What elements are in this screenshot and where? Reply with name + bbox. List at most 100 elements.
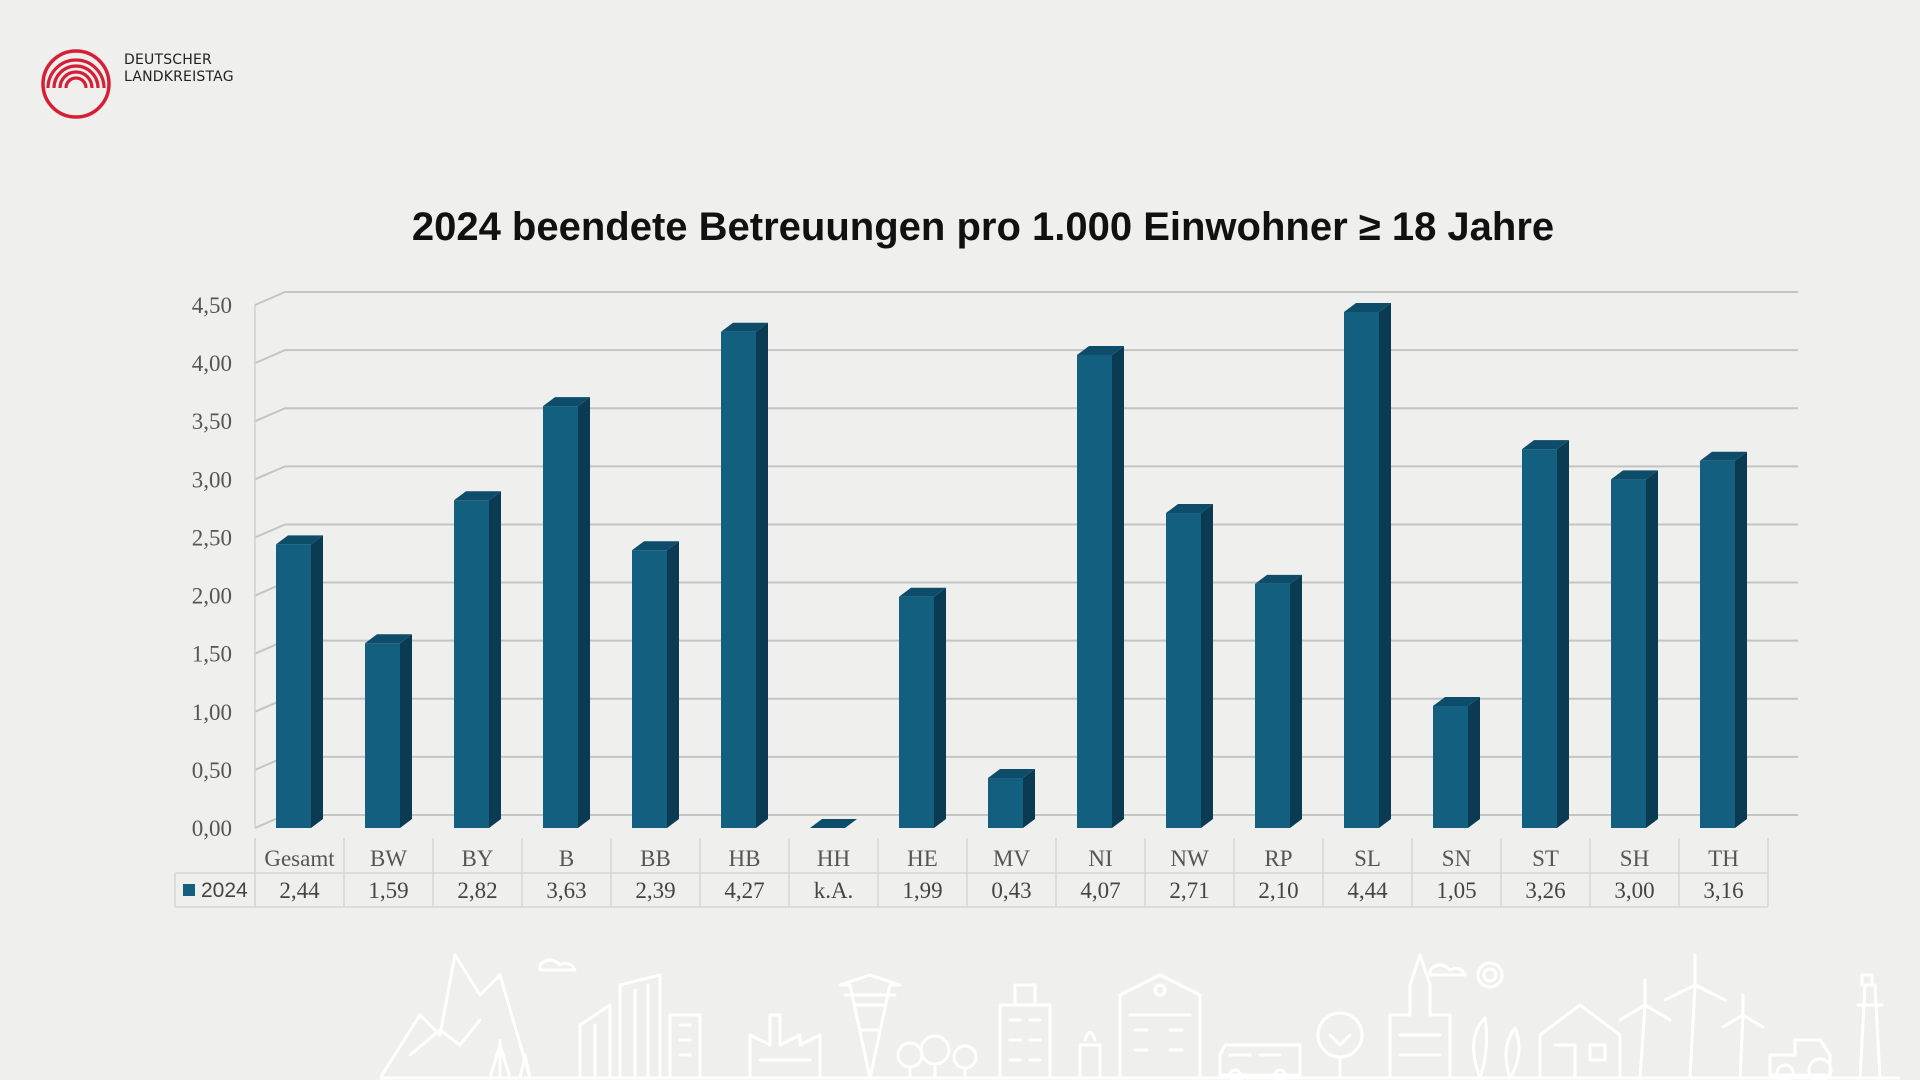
data-label: 3,63: [546, 878, 586, 903]
bar-side: [489, 491, 501, 828]
bar-side: [311, 535, 323, 828]
bar-by: [454, 491, 501, 828]
data-label: 3,16: [1703, 878, 1743, 903]
y-tick-label: 2,50: [192, 525, 232, 550]
bar-top: [276, 535, 323, 545]
bar-side: [578, 397, 590, 828]
bar-he: [899, 587, 946, 828]
bar-side: [1379, 302, 1391, 828]
category-label: TH: [1708, 846, 1739, 871]
category-label: Gesamt: [264, 846, 335, 871]
skyline-decoration-icon: [380, 953, 1900, 1080]
data-label: 1,05: [1436, 878, 1476, 903]
y-axis-labels: 0,00 0,50 1,00 1,50 2,00 2,50 3,00 3,50 4,00 4,50: [192, 293, 232, 841]
bar-side: [1023, 769, 1035, 828]
bar-side: [756, 322, 768, 828]
grid-line: [254, 523, 1798, 539]
category-label: BW: [370, 846, 407, 871]
data-label: 4,44: [1347, 878, 1388, 903]
bar-front: [632, 550, 667, 828]
y-tick-label: 1,50: [192, 642, 232, 667]
category-label: SN: [1442, 846, 1472, 871]
data-label: 4,07: [1080, 878, 1120, 903]
bar-top: [1077, 345, 1124, 355]
bar-top: [988, 769, 1035, 779]
category-label: NI: [1088, 846, 1112, 871]
bar-top: [1166, 504, 1213, 514]
grid-line: [254, 349, 1798, 365]
bars: [276, 302, 1747, 828]
bar-side: [667, 541, 679, 828]
bar-top: [1522, 440, 1569, 450]
bar-front: [365, 643, 400, 828]
data-label: 3,00: [1614, 878, 1654, 903]
y-tick-label: 0,50: [192, 758, 232, 783]
y-tick-label: 4,00: [192, 351, 232, 376]
data-label: 3,26: [1525, 878, 1565, 903]
bar-gesamt: [276, 535, 323, 828]
grid-line: [254, 291, 1798, 306]
grid-line: [254, 407, 1798, 423]
category-label: HE: [907, 846, 938, 871]
bar-top: [721, 322, 768, 332]
bar-front: [1077, 354, 1112, 828]
data-label: 4,27: [724, 878, 764, 903]
bar-side: [1290, 574, 1302, 828]
bar-side: [1735, 451, 1747, 828]
category-label: HH: [817, 846, 850, 871]
bar-front: [1433, 705, 1468, 828]
bar-front: [1255, 583, 1290, 828]
category-label: SH: [1620, 846, 1649, 871]
bar-top: [632, 541, 679, 551]
bar-top: [1433, 696, 1480, 706]
bar-top: [365, 634, 412, 644]
data-label: 2,10: [1258, 878, 1298, 903]
bar-top: [1255, 574, 1302, 584]
category-label: HB: [729, 846, 761, 871]
bar-front: [1344, 311, 1379, 828]
category-label: B: [559, 846, 574, 871]
y-tick-label: 3,00: [192, 467, 232, 492]
bar-bw: [365, 634, 412, 828]
category-label: SL: [1354, 846, 1381, 871]
bar-top: [810, 819, 857, 828]
bar-front: [1522, 449, 1557, 828]
bar-front: [1166, 513, 1201, 828]
bar-th: [1700, 451, 1747, 828]
bar-side: [934, 587, 946, 828]
bar-mv: [988, 769, 1035, 828]
bar-side: [1201, 504, 1213, 828]
logo-line-1: DEUTSCHER: [124, 52, 212, 68]
data-label: 0,43: [991, 878, 1031, 903]
category-label: BB: [640, 846, 671, 871]
bar-top: [454, 491, 501, 501]
landkreistag-logo: DEUTSCHER LANDKREISTAG: [40, 48, 300, 122]
y-tick-label: 0,00: [192, 816, 232, 841]
y-tick-label: 3,50: [192, 409, 232, 434]
bar-front: [1700, 460, 1735, 828]
bar-front: [543, 406, 578, 828]
data-label: 1,59: [368, 878, 408, 903]
bar-side: [1646, 470, 1658, 828]
bar-top: [543, 397, 590, 407]
data-label: 2,39: [635, 878, 675, 903]
bar-front: [988, 778, 1023, 828]
bar-top: [1611, 470, 1658, 480]
bar-side: [1557, 440, 1569, 828]
bar-hh: [810, 819, 857, 828]
bar-front: [1611, 479, 1646, 828]
category-label: BY: [462, 846, 494, 871]
data-label: k.A.: [814, 878, 854, 903]
bar-sh: [1611, 470, 1658, 828]
grid-line: [254, 465, 1798, 481]
bar-bb: [632, 541, 679, 828]
bar-side: [400, 634, 412, 828]
bar-rp: [1255, 574, 1302, 828]
bar-ni: [1077, 345, 1124, 828]
y-tick-label: 2,00: [192, 584, 232, 609]
bar-b: [543, 397, 590, 828]
bar-front: [721, 331, 756, 828]
data-label: 2,44: [279, 878, 320, 903]
bar-sn: [1433, 696, 1480, 828]
